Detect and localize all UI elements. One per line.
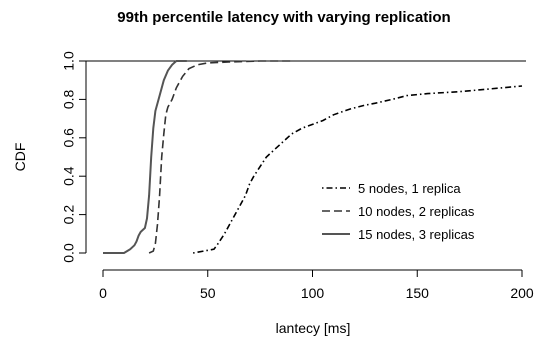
x-tick-label: 100 (301, 285, 325, 301)
x-tick-label: 150 (406, 285, 430, 301)
x-tick-label: 0 (99, 285, 107, 301)
x-tick-label: 50 (200, 285, 216, 301)
y-axis-label: CDF (12, 143, 28, 172)
y-tick-label: 0.0 (61, 243, 77, 263)
series-line-1 (192, 85, 523, 254)
series-line-2 (148, 60, 292, 254)
legend-label-2: 10 nodes, 2 replicas (358, 204, 475, 219)
series-line-3 (103, 60, 187, 254)
y-tick-label: 0.6 (61, 128, 77, 148)
x-axis-label: lantecy [ms] (276, 320, 351, 336)
legend-label-1: 5 nodes, 1 replica (358, 181, 461, 196)
y-tick-label: 0.4 (61, 166, 77, 186)
legend-label-3: 15 nodes, 3 replicas (358, 227, 475, 242)
y-tick-label: 0.2 (61, 205, 77, 225)
x-tick-label: 200 (510, 285, 534, 301)
y-tick-label: 0.8 (61, 89, 77, 109)
y-tick-label: 1.0 (61, 51, 77, 71)
chart-title: 99th percentile latency with varying rep… (117, 9, 450, 26)
